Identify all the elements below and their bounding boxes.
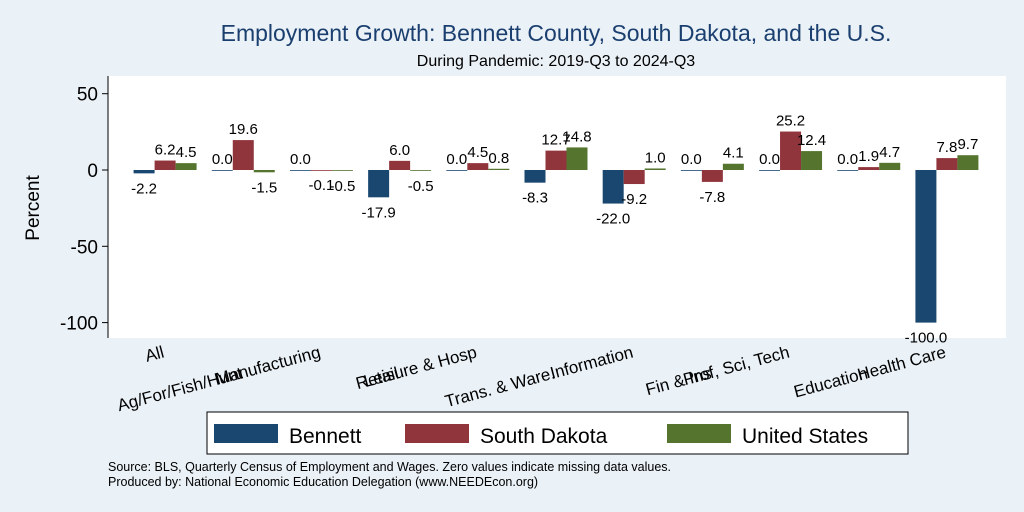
data-label: 12.7 <box>541 132 570 149</box>
data-label: -7.8 <box>699 189 725 206</box>
data-label: 0.0 <box>681 151 702 168</box>
legend-swatch <box>667 424 731 443</box>
data-label: 0.0 <box>212 151 233 168</box>
bar <box>957 155 979 170</box>
y-tick-label: -100 <box>60 314 98 335</box>
legend-label: Bennett <box>289 425 362 448</box>
bar <box>389 160 411 170</box>
y-axis-label: Percent <box>23 175 44 241</box>
data-label: -17.9 <box>362 204 396 221</box>
category-label: Manufacturing <box>214 343 323 389</box>
data-label: 0.0 <box>759 151 780 168</box>
produced-note: Produced by: National Economic Education… <box>108 475 539 489</box>
bar <box>701 170 723 182</box>
bar <box>289 170 311 171</box>
data-label: 19.6 <box>229 121 258 138</box>
category-label: Trans. & Ware. <box>443 364 557 412</box>
bar <box>310 170 332 171</box>
data-label: -1.5 <box>251 179 277 196</box>
y-axis-ticks: 50 0 -50 -100 <box>60 76 109 338</box>
bar <box>154 160 176 170</box>
category-label: Health Care <box>855 343 948 385</box>
bar <box>801 151 823 170</box>
bar <box>545 150 567 170</box>
bar <box>879 162 901 170</box>
data-label: 0.0 <box>290 151 311 168</box>
data-label: 14.8 <box>562 128 591 145</box>
source-note: Source: BLS, Quarterly Census of Employm… <box>108 460 672 474</box>
bar <box>331 170 353 171</box>
data-label: 4.5 <box>176 144 197 161</box>
data-label: 4.1 <box>723 145 744 162</box>
legend-swatch <box>214 424 278 443</box>
data-label: 0.0 <box>837 151 858 168</box>
data-label: 0.0 <box>446 151 467 168</box>
legend-box <box>206 411 909 455</box>
data-label: 25.2 <box>776 113 805 130</box>
bar <box>837 170 859 171</box>
chart-subtitle: During Pandemic: 2019-Q3 to 2024-Q3 <box>417 53 695 70</box>
legend-swatch <box>405 424 469 443</box>
bar <box>467 163 489 170</box>
data-label: 0.8 <box>488 150 509 167</box>
bar <box>623 170 645 185</box>
data-labels: -2.26.2 4.5 0.019.6-1.50.0-0.1-0.5-17.96.0… <box>131 113 978 347</box>
y-tick-label: 50 <box>77 85 98 106</box>
bar <box>722 163 744 170</box>
chart-title: Employment Growth: Bennett County, South… <box>221 20 892 46</box>
data-label: 12.4 <box>797 132 826 149</box>
data-label: 4.7 <box>879 144 900 161</box>
data-label: 6.2 <box>155 142 176 159</box>
bar <box>936 158 958 170</box>
bar <box>133 170 155 174</box>
data-label: 1.9 <box>858 148 879 165</box>
data-label: 4.5 <box>467 144 488 161</box>
data-label: -8.3 <box>522 190 548 207</box>
category-label: Information <box>548 343 635 383</box>
bar <box>759 170 781 171</box>
y-tick-label: -50 <box>71 237 98 258</box>
data-label: 9.7 <box>957 136 978 153</box>
data-label: -0.5 <box>408 178 434 195</box>
category-label: All <box>143 343 166 366</box>
bar <box>780 131 802 170</box>
data-label: -0.1 <box>309 177 335 194</box>
plot-area <box>108 76 1006 338</box>
data-label: 1.0 <box>645 149 666 166</box>
bar <box>368 170 390 198</box>
legend: Bennett South Dakota United States <box>206 411 909 455</box>
bar <box>175 163 197 170</box>
bar <box>915 170 937 323</box>
bar <box>446 170 468 171</box>
data-label: -2.2 <box>131 180 157 197</box>
bar <box>232 140 254 170</box>
bar <box>644 168 666 170</box>
bar <box>410 170 432 171</box>
bars <box>133 131 979 323</box>
category-label: Prof, Sci, Tech <box>681 343 791 390</box>
data-label: -9.2 <box>621 191 647 208</box>
category-label: Leisure & Hosp <box>362 343 479 391</box>
data-label: -22.0 <box>596 211 630 228</box>
bar <box>488 168 510 170</box>
bar <box>858 167 880 170</box>
legend-label: United States <box>742 425 868 448</box>
bar <box>524 170 546 183</box>
bar <box>602 170 624 204</box>
bar <box>566 147 588 170</box>
data-label: 7.8 <box>936 139 957 156</box>
chart-svg: Employment Growth: Bennett County, South… <box>23 20 1006 455</box>
y-tick-label: 0 <box>87 161 98 182</box>
bar <box>680 170 702 171</box>
data-label: 6.0 <box>389 142 410 159</box>
bar <box>211 170 233 171</box>
data-label: -0.5 <box>330 178 356 195</box>
legend-label: South Dakota <box>480 425 608 448</box>
data-label: -100.0 <box>905 330 948 347</box>
bar <box>253 170 275 173</box>
